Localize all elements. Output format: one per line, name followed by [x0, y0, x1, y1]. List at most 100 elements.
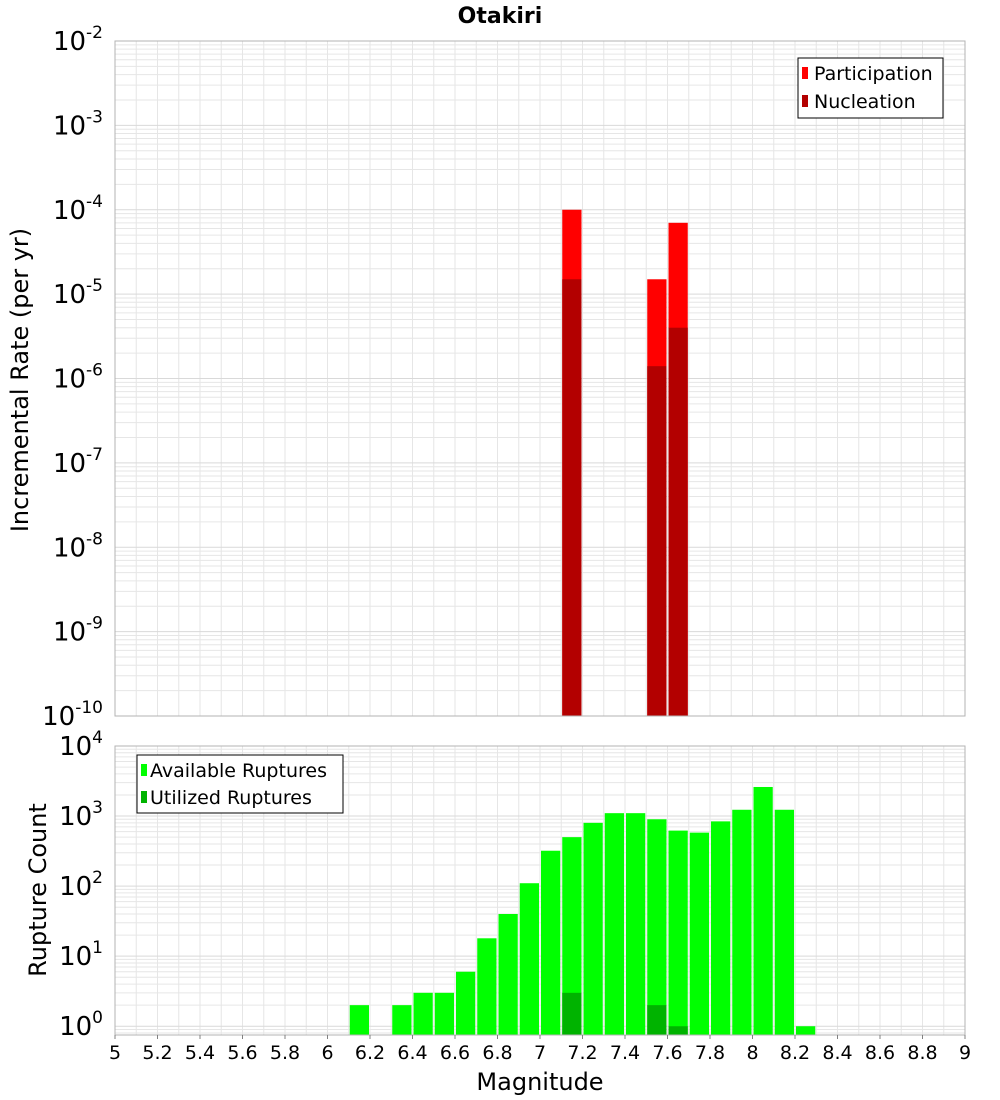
top-y-tick-label: 10-4	[53, 192, 103, 226]
bottom-y-tick-exponent: 0	[92, 1008, 103, 1028]
top-y-tick-label: 10-6	[53, 361, 103, 395]
available-ruptures-bar	[349, 1005, 369, 1035]
bottom-y-tick-label: 102	[59, 868, 103, 902]
top-y-tick-base: 10	[53, 196, 86, 226]
available-ruptures-bar	[519, 883, 539, 1035]
x-tick-labels: 5 5.2 5.4 5.6 5.8 6 6.2 6.4 6.6 6.8 7 7.2 7.4 7.6 7.8 8…	[109, 1035, 971, 1064]
bottom-y-tick-exponent: 1	[92, 938, 103, 958]
top-y-tick-exponent: -8	[86, 529, 103, 549]
available-ruptures-bar	[647, 819, 667, 1035]
bottom-y-tick-base: 10	[59, 872, 92, 902]
bottom-y-tick-base: 10	[59, 1012, 92, 1042]
x-tick-label: 6	[321, 1042, 333, 1064]
x-tick-label: 8.2	[780, 1042, 810, 1064]
top-y-tick-label: 10-7	[53, 445, 103, 479]
top-bars	[562, 209, 688, 716]
x-tick-label: 6.2	[355, 1042, 385, 1064]
nucleation-bar	[562, 279, 582, 716]
available-ruptures-bar	[732, 809, 752, 1035]
available-ruptures-bar	[583, 822, 603, 1035]
top-y-tick-label: 10-5	[53, 276, 103, 310]
utilized-ruptures-bar	[668, 1026, 688, 1035]
top-y-tick-base: 10	[53, 618, 86, 648]
bottom-y-tick-base: 10	[59, 942, 92, 972]
bottom-y-tick-label: 100	[59, 1008, 103, 1042]
bottom-bars	[349, 786, 816, 1035]
x-tick-label: 5.8	[270, 1042, 300, 1064]
top-y-tick-base: 10	[53, 449, 86, 479]
x-axis-label: Magnitude	[476, 1068, 603, 1096]
available-ruptures-bar	[541, 850, 561, 1035]
x-tick-label: 5.2	[142, 1042, 172, 1064]
x-tick-label: 5.6	[227, 1042, 257, 1064]
bottom-y-tick-label: 104	[59, 728, 103, 762]
available-ruptures-bar	[626, 813, 646, 1035]
bottom-y-tick-base: 10	[59, 732, 92, 762]
top-plot-frame	[114, 40, 966, 717]
top-y-tick-base: 10	[53, 365, 86, 395]
available-ruptures-bar	[456, 971, 476, 1035]
x-tick-label: 8.8	[907, 1042, 937, 1064]
top-y-tick-label: 10-9	[53, 614, 103, 648]
available-ruptures-bar	[434, 992, 454, 1035]
top-y-tick-exponent: -2	[86, 23, 103, 43]
top-y-tick-exponent: -7	[86, 445, 103, 465]
top-legend: Participation Nucleation	[797, 57, 944, 119]
top-y-tick-label: 10-10	[42, 698, 103, 732]
available-ruptures-bar	[711, 821, 731, 1035]
nucleation-bar	[647, 366, 667, 716]
bottom-y-tick-exponent: 3	[92, 798, 103, 818]
available-legend-label: Available Ruptures	[150, 760, 327, 782]
x-tick-label: 8.4	[822, 1042, 852, 1064]
participation-legend-swatch	[802, 67, 808, 79]
top-y-tick-label: 10-8	[53, 529, 103, 563]
top-y-axis-label: Incremental Rate (per yr)	[6, 228, 34, 532]
top-y-tick-base: 10	[53, 533, 86, 563]
bottom-legend: Available Ruptures Utilized Ruptures	[136, 754, 344, 814]
available-ruptures-bar	[498, 914, 518, 1035]
nucleation-bar	[668, 327, 688, 716]
x-tick-label: 8	[746, 1042, 758, 1064]
top-y-tick-exponent: -9	[86, 614, 103, 634]
available-ruptures-bar	[689, 832, 709, 1035]
available-ruptures-bar	[562, 837, 582, 1035]
top-gridlines	[114, 40, 966, 717]
utilized-ruptures-bar	[647, 1005, 667, 1035]
x-tick-label: 7.6	[652, 1042, 682, 1064]
x-tick-label: 5.4	[185, 1042, 215, 1064]
top-y-tick-labels: 10-210-310-410-510-610-710-810-910-10	[42, 23, 103, 732]
x-tick-label: 5	[109, 1042, 121, 1064]
x-tick-label: 7	[534, 1042, 546, 1064]
top-legend-box	[797, 57, 944, 119]
bottom-y-tick-label: 101	[59, 938, 103, 972]
utilized-ruptures-bar	[562, 992, 582, 1035]
top-y-tick-exponent: -6	[86, 361, 103, 381]
top-y-tick-exponent: -3	[86, 107, 103, 127]
x-tick-label: 6.6	[440, 1042, 470, 1064]
bottom-y-tick-label: 103	[59, 798, 103, 832]
x-tick-label: 6.4	[397, 1042, 427, 1064]
x-tick-label: 6.8	[482, 1042, 512, 1064]
chart-title: Otakiri	[458, 4, 543, 29]
available-ruptures-bar	[604, 813, 624, 1035]
top-y-tick-base: 10	[42, 702, 75, 732]
bottom-y-axis-label: Rupture Count	[24, 803, 52, 977]
top-y-tick-label: 10-2	[53, 23, 103, 57]
available-ruptures-bar	[392, 1005, 412, 1035]
nucleation-legend-swatch	[802, 95, 808, 107]
utilized-legend-label: Utilized Ruptures	[150, 787, 312, 809]
available-ruptures-bar	[477, 938, 497, 1035]
available-ruptures-bar	[774, 809, 794, 1035]
utilized-legend-swatch	[141, 791, 147, 803]
available-ruptures-bar	[413, 992, 433, 1035]
top-y-tick-exponent: -10	[75, 698, 103, 718]
top-y-tick-base: 10	[53, 280, 86, 310]
x-tick-label: 7.4	[610, 1042, 640, 1064]
x-tick-label: 7.8	[695, 1042, 725, 1064]
bottom-y-tick-exponent: 2	[92, 868, 103, 888]
x-tick-label: 8.6	[865, 1042, 895, 1064]
top-y-tick-exponent: -4	[86, 192, 103, 212]
